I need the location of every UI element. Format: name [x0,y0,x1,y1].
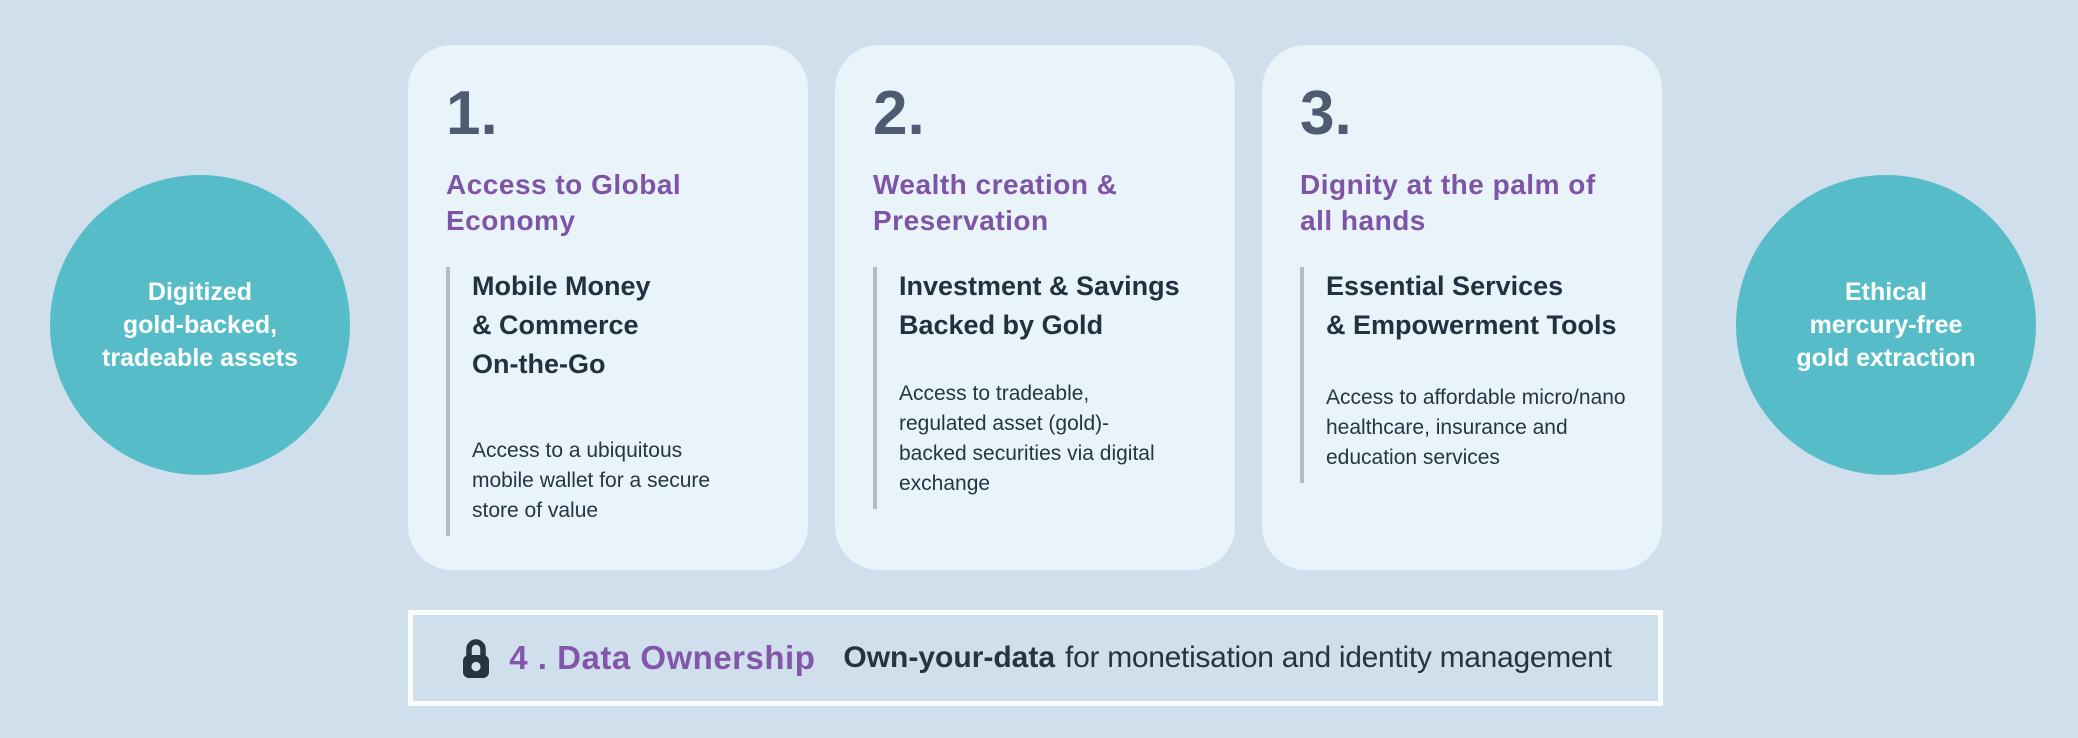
card-number: 2. [873,79,925,148]
card-title: Wealth creation & Preservation [873,169,1118,236]
card-title: Access to Global Economy [446,169,682,236]
card-number: 1. [446,79,498,148]
banner-text: for monetisation and identity management [1065,641,1612,674]
right-value-circle: Ethical mercury-free gold extraction [1736,175,2036,475]
footer-banner: 4 . Data Ownership Own-your-data for mon… [408,610,1663,706]
card-divider-line: Mobile Money & Commerce On-the-Go Access… [446,267,792,536]
card-body: Access to tradeable, regulated asset (go… [899,382,1155,495]
banner-bold-text: Own-your-data [843,641,1056,674]
card-subtitle: Mobile Money & Commerce On-the-Go [472,271,651,379]
card-subtitle: Investment & Savings Backed by Gold [899,271,1180,340]
benefit-card-2: 2. Wealth creation & Preservation Invest… [835,45,1235,570]
card-subtitle: Essential Services & Empowerment Tools [1326,271,1617,340]
left-circle-text: Digitized gold-backed, tradeable assets [102,277,298,372]
left-value-circle: Digitized gold-backed, tradeable assets [50,175,350,475]
card-body: Access to a ubiquitous mobile wallet for… [472,439,711,522]
card-divider-line: Investment & Savings Backed by Gold Acce… [873,267,1219,509]
card-body: Access to affordable micro/nano healthca… [1326,386,1626,469]
benefit-card-3: 3. Dignity at the palm of all hands Esse… [1262,45,1662,570]
benefit-card-1: 1. Access to Global Economy Mobile Money… [408,45,808,570]
lock-icon [463,639,490,678]
right-circle-text: Ethical mercury-free gold extraction [1796,277,1976,372]
card-number: 3. [1300,79,1352,148]
banner-title: 4 . Data Ownership [509,639,816,676]
banner-content: 4 . Data Ownership Own-your-data for mon… [459,636,1612,680]
card-divider-line: Essential Services & Empowerment Tools A… [1300,267,1646,483]
card-title: Dignity at the palm of all hands [1300,169,1596,236]
